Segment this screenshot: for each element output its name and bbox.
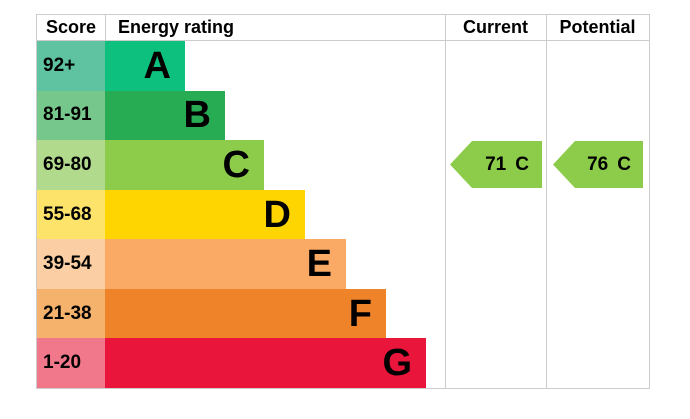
band-bar-f: F	[105, 288, 386, 339]
potential-column: 76 C	[546, 15, 649, 388]
score-range-c: 69-80	[37, 140, 105, 190]
current-rating-arrow: 71 C	[450, 141, 542, 188]
band-row-b: 81-91 B	[37, 90, 446, 141]
potential-rating-band: C	[617, 153, 631, 175]
score-range-f: 21-38	[37, 288, 105, 339]
epc-rating-chart: Score Energy rating Current Potential 92…	[36, 14, 650, 389]
potential-rating-value: 76	[587, 153, 609, 175]
band-row-c: 69-80 C	[37, 140, 446, 190]
score-range-a: 92+	[37, 41, 105, 91]
current-header: Current	[462, 17, 528, 37]
chart-header-row: Score Energy rating Current Potential	[37, 15, 649, 41]
band-row-e: 39-54 E	[37, 239, 446, 289]
band-row-f: 21-38 F	[37, 288, 446, 339]
potential-header: Potential	[559, 17, 636, 37]
band-row-d: 55-68 D	[37, 189, 446, 240]
score-range-d: 55-68	[37, 189, 105, 240]
band-bar-a: A	[105, 41, 185, 91]
score-range-b: 81-91	[37, 90, 105, 141]
band-bar-c: C	[105, 140, 264, 190]
score-range-g: 1-20	[37, 338, 105, 389]
band-rows: 92+ A 81-91 B 69-80 C 55-68 D 39-54 E 21…	[37, 41, 446, 389]
current-column: 71 C	[445, 15, 546, 388]
potential-rating-arrow: 76 C	[553, 141, 643, 188]
band-bar-e: E	[105, 239, 346, 289]
band-bar-d: D	[105, 189, 305, 240]
score-header: Score	[45, 17, 97, 37]
band-row-g: 1-20 G	[37, 338, 446, 389]
band-bar-b: B	[105, 90, 225, 141]
band-bar-g: G	[105, 338, 426, 389]
band-row-a: 92+ A	[37, 41, 446, 91]
current-rating-band: C	[515, 153, 529, 175]
score-range-e: 39-54	[37, 239, 105, 289]
current-rating-value: 71	[485, 153, 507, 175]
energy-rating-header: Energy rating	[105, 15, 445, 40]
